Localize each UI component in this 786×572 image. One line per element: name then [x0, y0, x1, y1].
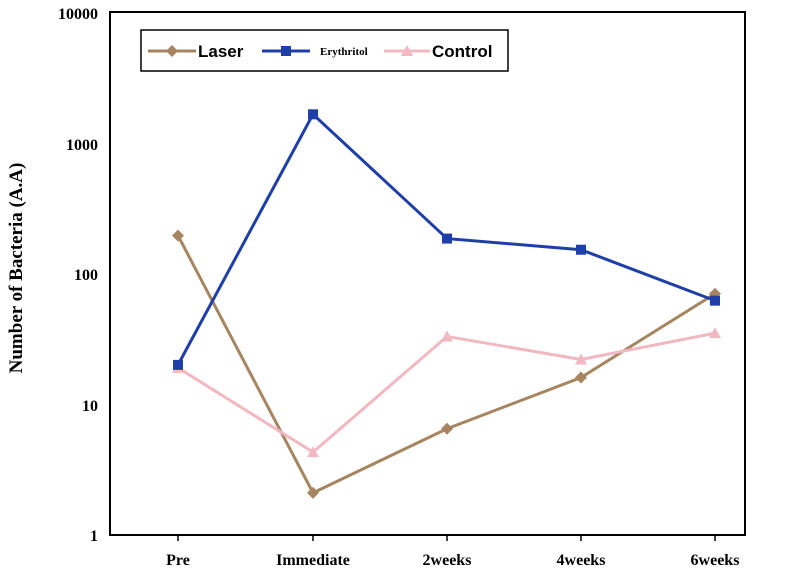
data-point-erythritol: [576, 244, 586, 255]
legend: Laser Erythritol Control: [140, 29, 509, 72]
data-point-laser: [441, 422, 453, 435]
legend-control-marker: [401, 45, 413, 56]
data-point-erythritol: [442, 233, 452, 244]
y-axis-title: Number of Bacteria (A.A): [6, 163, 27, 374]
y-axis: 1 10 100 1000 10000: [58, 6, 98, 545]
data-point-control: [441, 330, 453, 342]
x-tick-label: Pre: [166, 552, 190, 569]
x-tick-label: 6weeks: [691, 552, 740, 569]
legend-erythritol-label: Erythritol: [320, 46, 368, 58]
legend-laser-marker: [166, 45, 178, 57]
series-line-control: [177, 331, 716, 455]
legend-erythritol-marker: [281, 46, 291, 56]
data-point-control: [709, 327, 721, 339]
x-tick-label: 4weeks: [557, 552, 606, 569]
legend-control-label: Control: [432, 42, 492, 61]
x-axis: Pre Immediate 2weeks 4weeks 6weeks: [166, 552, 739, 569]
data-point-erythritol: [173, 359, 183, 370]
x-tick-label: Immediate: [276, 552, 350, 569]
series-line-laser: [176, 234, 716, 495]
y-tick-label: 1: [90, 528, 98, 545]
x-tick-label: 2weeks: [423, 552, 472, 569]
y-tick-label: 10: [82, 398, 98, 415]
legend-laser-label: Laser: [198, 42, 244, 61]
data-point-laser: [307, 486, 319, 499]
legend-box: [140, 29, 509, 72]
data-point-erythritol: [710, 295, 720, 306]
data-point-control: [575, 353, 587, 365]
y-tick-label: 100: [74, 267, 98, 284]
y-tick-label: 10000: [58, 6, 98, 23]
data-point-erythritol: [308, 109, 318, 120]
y-tick-label: 1000: [66, 137, 98, 154]
data-point-control: [307, 446, 319, 458]
data-point-laser: [172, 229, 184, 242]
series-layer: [172, 109, 721, 541]
plot-area: [109, 11, 746, 536]
data-point-laser: [575, 371, 587, 384]
